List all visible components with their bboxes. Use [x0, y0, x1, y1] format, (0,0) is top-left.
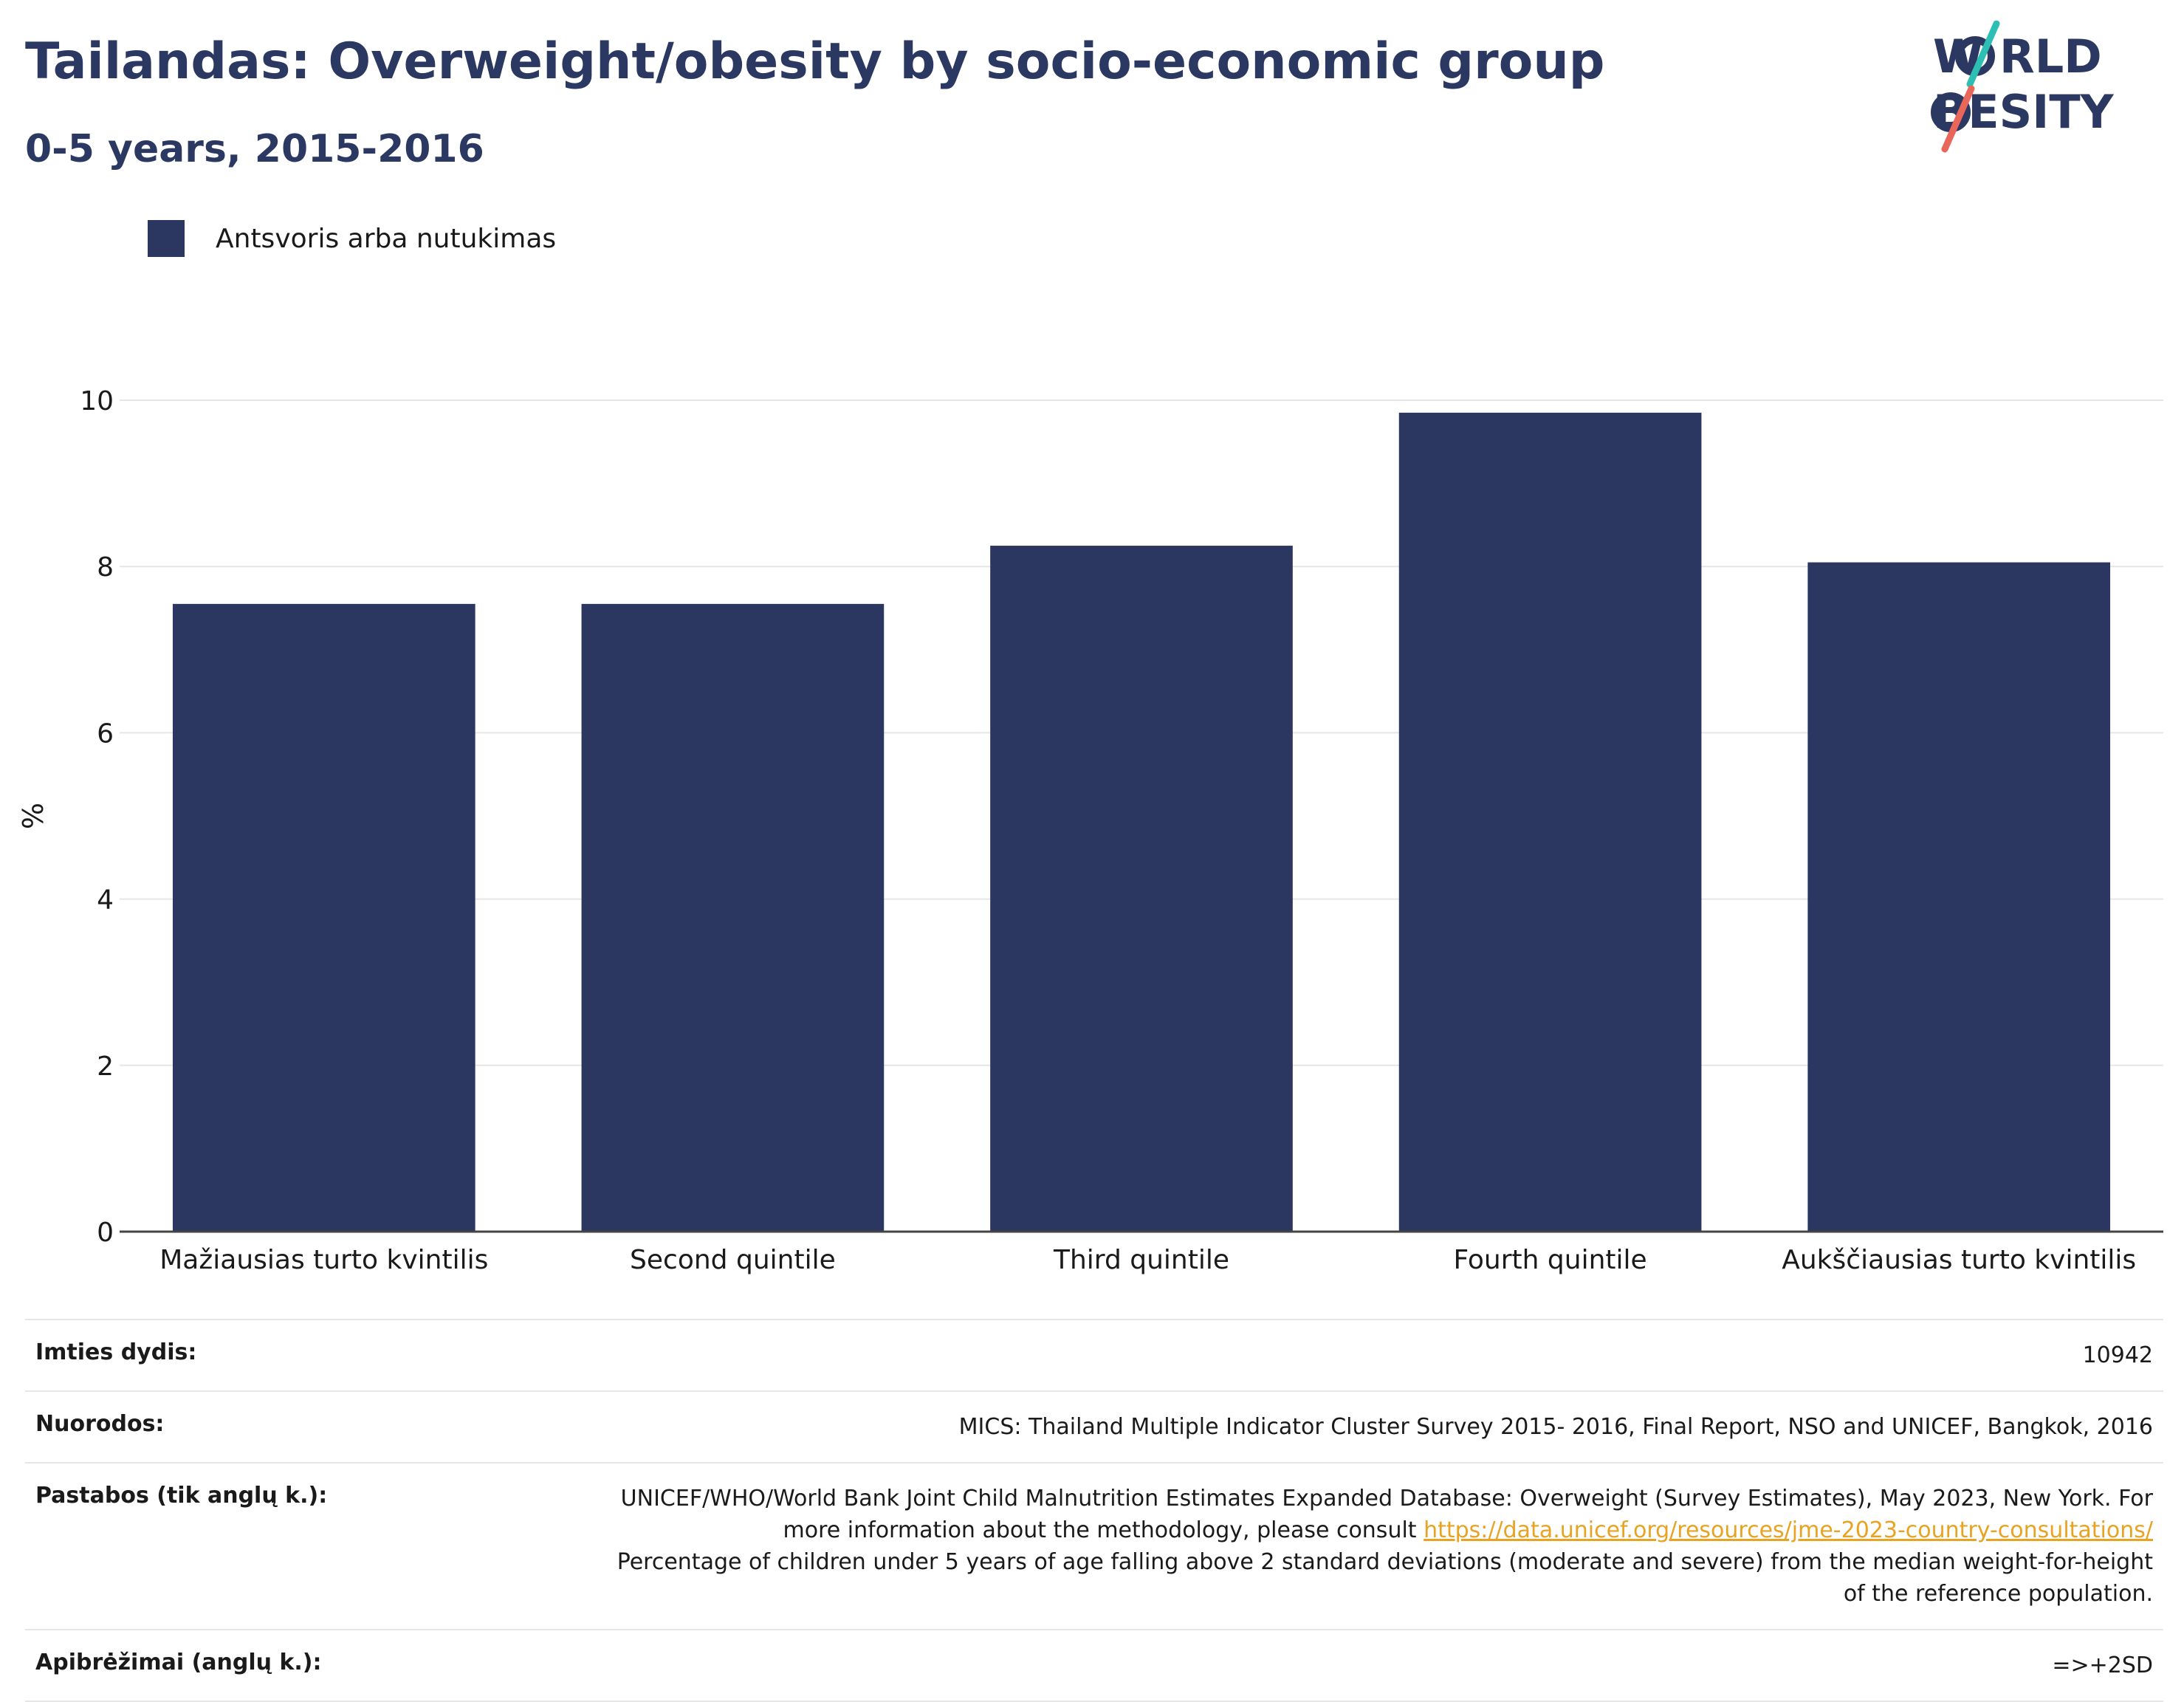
chart-legend: Antsvoris arba nutukimas	[148, 220, 556, 257]
notes-label: Pastabos (tik anglų k.):	[35, 1483, 328, 1509]
bar[interactable]	[1398, 412, 1702, 1232]
y-tick-label: 0	[97, 1218, 114, 1248]
bar[interactable]	[990, 546, 1293, 1232]
bars	[172, 412, 2111, 1232]
x-tick-label: Third quintile	[1053, 1245, 1229, 1275]
notes-value: UNICEF/WHO/World Bank Joint Child Malnut…	[602, 1483, 2153, 1610]
page-title: Tailandas: Overweight/obesity by socio-e…	[25, 32, 1605, 91]
y-tick-label: 6	[97, 718, 114, 749]
y-tick-label: 8	[97, 552, 114, 583]
bar[interactable]	[172, 603, 475, 1232]
bar[interactable]	[581, 603, 885, 1232]
world-obesity-logo: W RLD BESITY	[1931, 21, 2115, 153]
info-table: Imties dydis: 10942 Nuorodos: MICS: Thai…	[25, 1319, 2163, 1702]
definitions-label: Apibrėžimai (anglų k.):	[35, 1650, 322, 1675]
x-tick-label: Fourth quintile	[1453, 1245, 1646, 1275]
logo-teal-slash	[1966, 21, 2000, 88]
y-axis-label: %	[17, 803, 49, 829]
legend-label: Antsvoris arba nutukimas	[216, 223, 557, 254]
notes-text-1: UNICEF/WHO/World Bank Joint Child Malnut…	[620, 1486, 2153, 1543]
references-value: MICS: Thailand Multiple Indicator Cluste…	[958, 1414, 2153, 1440]
x-tick-label: Second quintile	[630, 1245, 836, 1275]
bar-chart: 0 2 4 6 8 10 Mažiausias turto kvintilis Second…	[17, 386, 2163, 1275]
info-row-references: Nuorodos: MICS: Thailand Multiple Indica…	[25, 1390, 2163, 1462]
logo-red-slash	[1941, 85, 1975, 153]
y-tick-label: 4	[97, 885, 114, 916]
notes-link[interactable]: https://data.unicef.org/resources/jme-20…	[1424, 1517, 2153, 1543]
y-tick-label: 10	[80, 386, 114, 416]
legend-swatch	[148, 220, 185, 257]
page-subtitle: 0-5 years, 2015-2016	[25, 127, 484, 171]
info-row-definitions: Apibrėžimai (anglų k.): =>+2SD	[25, 1629, 2163, 1702]
definitions-value: =>+2SD	[2052, 1653, 2153, 1678]
bar[interactable]	[1807, 562, 2111, 1232]
info-row-notes: Pastabos (tik anglų k.): UNICEF/WHO/Worl…	[25, 1462, 2163, 1629]
sample-size-label: Imties dydis:	[35, 1339, 197, 1365]
y-axis-ticks: 0 2 4 6 8 10	[80, 386, 114, 1248]
y-tick-label: 2	[97, 1051, 114, 1082]
references-label: Nuorodos:	[35, 1411, 165, 1437]
x-tick-label: Aukščiausias turto kvintilis	[1782, 1245, 2136, 1275]
x-axis-labels: Mažiausias turto kvintilis Second quintil…	[159, 1245, 2136, 1275]
info-row-sample-size: Imties dydis: 10942	[25, 1319, 2163, 1390]
x-tick-label: Mažiausias turto kvintilis	[159, 1245, 488, 1275]
sample-size-value: 10942	[2082, 1342, 2153, 1368]
notes-text-2: Percentage of children under 5 years of …	[617, 1549, 2153, 1607]
